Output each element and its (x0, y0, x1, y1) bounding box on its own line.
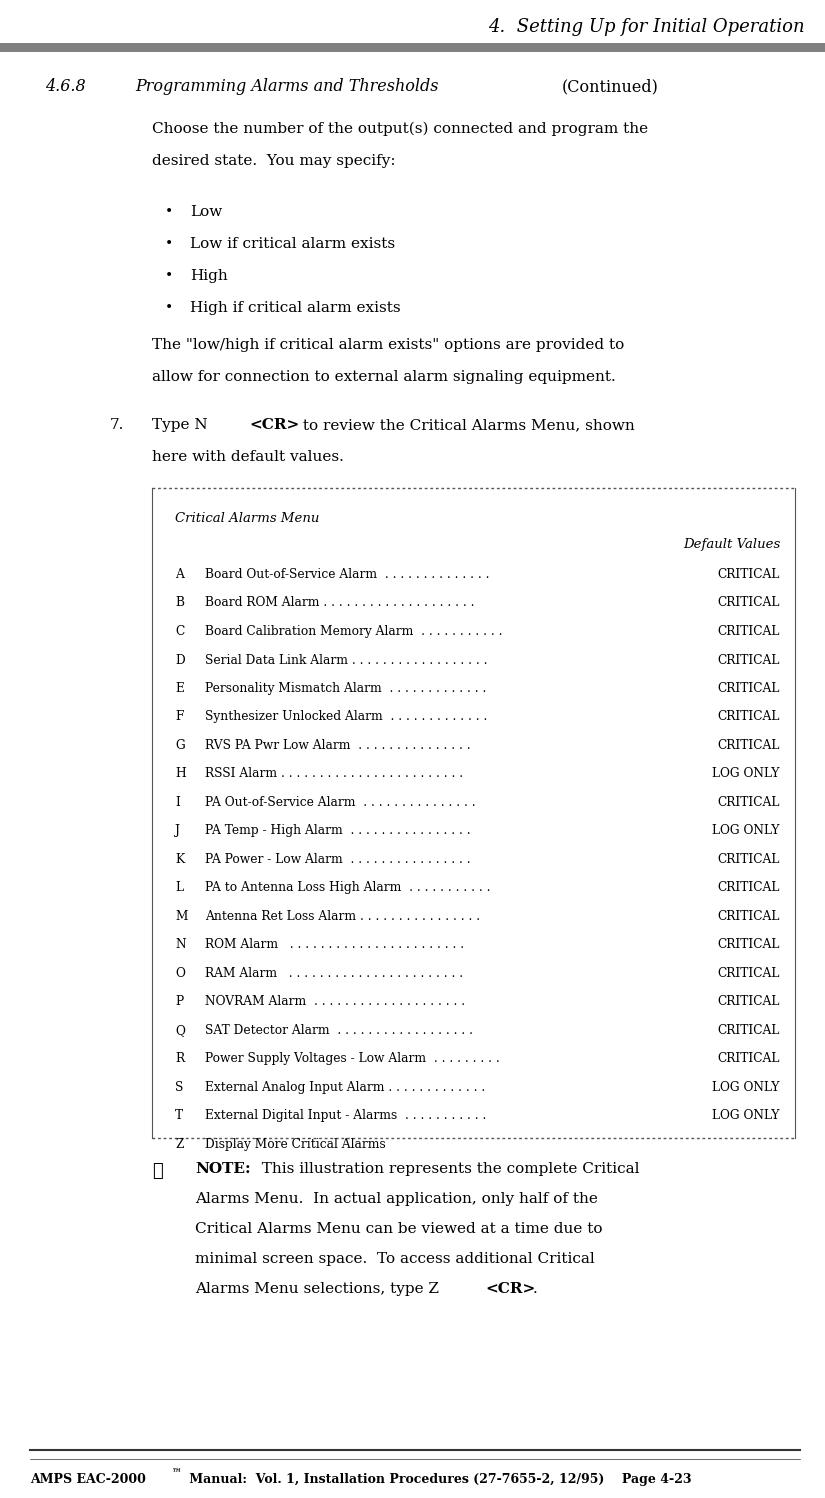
Text: CRITICAL: CRITICAL (718, 682, 780, 695)
Text: 4.6.8: 4.6.8 (45, 78, 86, 94)
Text: Synthesizer Unlocked Alarm  . . . . . . . . . . . . .: Synthesizer Unlocked Alarm . . . . . . .… (205, 710, 488, 724)
Text: desired state.  You may specify:: desired state. You may specify: (152, 154, 396, 168)
Text: •: • (165, 205, 173, 219)
Text: •: • (165, 301, 173, 315)
Text: D: D (175, 653, 185, 667)
Text: <CR>: <CR> (485, 1282, 535, 1296)
Text: allow for connection to external alarm signaling equipment.: allow for connection to external alarm s… (152, 370, 615, 383)
Text: ™: ™ (172, 1470, 182, 1479)
Text: F: F (175, 710, 183, 724)
Text: Z: Z (175, 1138, 183, 1150)
Text: LOG ONLY: LOG ONLY (713, 767, 780, 780)
Text: CRITICAL: CRITICAL (718, 968, 780, 980)
Text: CRITICAL: CRITICAL (718, 1025, 780, 1037)
Text: Choose the number of the output(s) connected and program the: Choose the number of the output(s) conne… (152, 121, 648, 136)
Text: RAM Alarm   . . . . . . . . . . . . . . . . . . . . . . .: RAM Alarm . . . . . . . . . . . . . . . … (205, 968, 463, 980)
Text: PA Power - Low Alarm  . . . . . . . . . . . . . . . .: PA Power - Low Alarm . . . . . . . . . .… (205, 852, 470, 866)
Text: Power Supply Voltages - Low Alarm  . . . . . . . . .: Power Supply Voltages - Low Alarm . . . … (205, 1053, 500, 1065)
Text: CRITICAL: CRITICAL (718, 596, 780, 610)
Text: CRITICAL: CRITICAL (718, 568, 780, 581)
Text: N: N (175, 939, 186, 951)
Text: Low if critical alarm exists: Low if critical alarm exists (190, 237, 395, 252)
Text: .: . (533, 1282, 538, 1296)
Text: A: A (175, 568, 184, 581)
Text: P: P (175, 996, 183, 1008)
Text: here with default values.: here with default values. (152, 449, 344, 464)
Text: External Analog Input Alarm . . . . . . . . . . . . .: External Analog Input Alarm . . . . . . … (205, 1082, 485, 1094)
Text: CRITICAL: CRITICAL (718, 710, 780, 724)
Text: Manual:  Vol. 1, Installation Procedures (27-7655-2, 12/95)    Page 4-23: Manual: Vol. 1, Installation Procedures … (185, 1473, 691, 1486)
Text: H: H (175, 767, 186, 780)
Text: Critical Alarms Menu: Critical Alarms Menu (175, 512, 319, 524)
Text: High if critical alarm exists: High if critical alarm exists (190, 301, 401, 315)
Text: PA Out-of-Service Alarm  . . . . . . . . . . . . . . .: PA Out-of-Service Alarm . . . . . . . . … (205, 795, 476, 809)
Text: Board Out-of-Service Alarm  . . . . . . . . . . . . . .: Board Out-of-Service Alarm . . . . . . .… (205, 568, 489, 581)
Text: PA to Antenna Loss High Alarm  . . . . . . . . . . .: PA to Antenna Loss High Alarm . . . . . … (205, 881, 491, 894)
Text: S: S (175, 1082, 183, 1094)
Text: Antenna Ret Loss Alarm . . . . . . . . . . . . . . . .: Antenna Ret Loss Alarm . . . . . . . . .… (205, 909, 480, 923)
Text: B: B (175, 596, 184, 610)
Text: CRITICAL: CRITICAL (718, 625, 780, 638)
Text: LOG ONLY: LOG ONLY (713, 824, 780, 837)
Text: CRITICAL: CRITICAL (718, 996, 780, 1008)
Text: RSSI Alarm . . . . . . . . . . . . . . . . . . . . . . . .: RSSI Alarm . . . . . . . . . . . . . . .… (205, 767, 463, 780)
Text: Serial Data Link Alarm . . . . . . . . . . . . . . . . . .: Serial Data Link Alarm . . . . . . . . .… (205, 653, 488, 667)
Text: minimal screen space.  To access additional Critical: minimal screen space. To access addition… (195, 1252, 595, 1266)
Text: Alarms Menu.  In actual application, only half of the: Alarms Menu. In actual application, only… (195, 1192, 598, 1206)
Text: CRITICAL: CRITICAL (718, 939, 780, 951)
Text: Board Calibration Memory Alarm  . . . . . . . . . . .: Board Calibration Memory Alarm . . . . .… (205, 625, 502, 638)
Text: CRITICAL: CRITICAL (718, 739, 780, 752)
Text: NOVRAM Alarm  . . . . . . . . . . . . . . . . . . . .: NOVRAM Alarm . . . . . . . . . . . . . .… (205, 996, 465, 1008)
Text: <CR>: <CR> (249, 418, 299, 431)
Text: L: L (175, 881, 183, 894)
Text: Default Values: Default Values (683, 538, 780, 551)
Text: The "low/high if critical alarm exists" options are provided to: The "low/high if critical alarm exists" … (152, 339, 625, 352)
Text: LOG ONLY: LOG ONLY (713, 1082, 780, 1094)
Text: (Continued): (Continued) (562, 78, 659, 94)
Text: I: I (175, 795, 180, 809)
Text: Type N: Type N (152, 418, 213, 431)
Text: CRITICAL: CRITICAL (718, 909, 780, 923)
Text: ☛: ☛ (152, 1162, 163, 1180)
Text: E: E (175, 682, 184, 695)
Text: C: C (175, 625, 184, 638)
Text: Critical Alarms Menu can be viewed at a time due to: Critical Alarms Menu can be viewed at a … (195, 1222, 602, 1236)
Text: G: G (175, 739, 185, 752)
Text: SAT Detector Alarm  . . . . . . . . . . . . . . . . . .: SAT Detector Alarm . . . . . . . . . . .… (205, 1025, 473, 1037)
Text: Alarms Menu selections, type Z: Alarms Menu selections, type Z (195, 1282, 444, 1296)
Text: K: K (175, 852, 184, 866)
Text: This illustration represents the complete Critical: This illustration represents the complet… (252, 1162, 639, 1176)
Text: CRITICAL: CRITICAL (718, 1053, 780, 1065)
Text: CRITICAL: CRITICAL (718, 852, 780, 866)
Text: CRITICAL: CRITICAL (718, 881, 780, 894)
Text: Personality Mismatch Alarm  . . . . . . . . . . . . .: Personality Mismatch Alarm . . . . . . .… (205, 682, 487, 695)
Text: 7.: 7. (110, 418, 125, 431)
Text: O: O (175, 968, 185, 980)
Bar (0, 43, 825, 52)
Text: •: • (165, 237, 173, 252)
Text: LOG ONLY: LOG ONLY (713, 1110, 780, 1122)
Text: Q: Q (175, 1025, 185, 1037)
Text: External Digital Input - Alarms  . . . . . . . . . . .: External Digital Input - Alarms . . . . … (205, 1110, 487, 1122)
Text: R: R (175, 1053, 184, 1065)
Text: Display More Critical Alarms: Display More Critical Alarms (205, 1138, 386, 1150)
Text: 4.  Setting Up for Initial Operation: 4. Setting Up for Initial Operation (488, 18, 805, 36)
Text: J: J (175, 824, 180, 837)
Text: Programming Alarms and Thresholds: Programming Alarms and Thresholds (135, 78, 439, 94)
Text: PA Temp - High Alarm  . . . . . . . . . . . . . . . .: PA Temp - High Alarm . . . . . . . . . .… (205, 824, 470, 837)
Text: •: • (165, 270, 173, 283)
Text: T: T (175, 1110, 183, 1122)
Text: ROM Alarm   . . . . . . . . . . . . . . . . . . . . . . .: ROM Alarm . . . . . . . . . . . . . . . … (205, 939, 464, 951)
Text: AMPS EAC-2000: AMPS EAC-2000 (30, 1473, 146, 1486)
Text: Board ROM Alarm . . . . . . . . . . . . . . . . . . . .: Board ROM Alarm . . . . . . . . . . . . … (205, 596, 474, 610)
Text: CRITICAL: CRITICAL (718, 653, 780, 667)
Text: Low: Low (190, 205, 222, 219)
Text: NOTE:: NOTE: (195, 1162, 251, 1176)
Text: RVS PA Pwr Low Alarm  . . . . . . . . . . . . . . .: RVS PA Pwr Low Alarm . . . . . . . . . .… (205, 739, 470, 752)
Text: M: M (175, 909, 187, 923)
Text: CRITICAL: CRITICAL (718, 795, 780, 809)
Text: High: High (190, 270, 228, 283)
Text: to review the Critical Alarms Menu, shown: to review the Critical Alarms Menu, show… (298, 418, 634, 431)
